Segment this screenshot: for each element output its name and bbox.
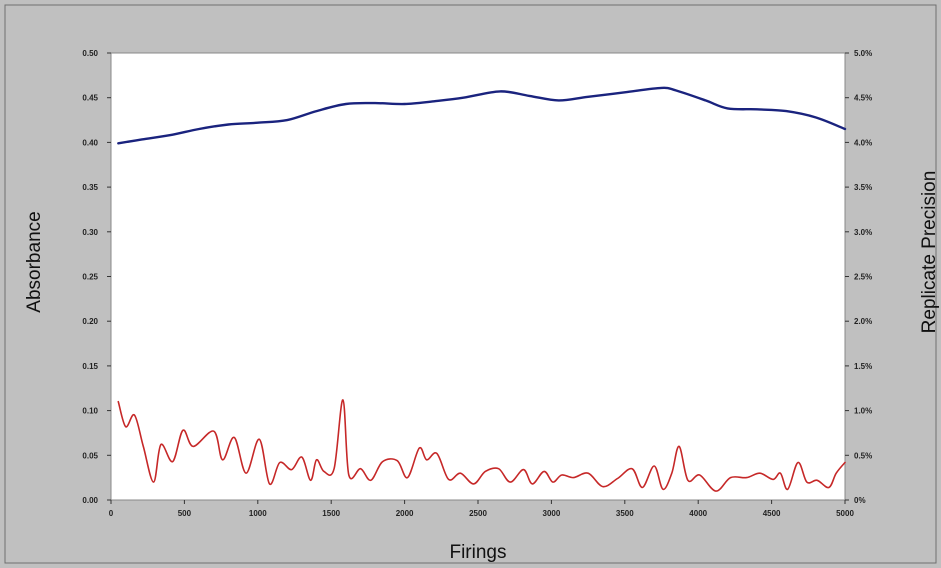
y-tick-label: 0.45 (82, 94, 98, 103)
plot-area (110, 52, 846, 501)
x-tick-label: 5000 (836, 509, 854, 518)
y-tick-label: 0.25 (82, 273, 98, 282)
y-tick-label: 0.35 (82, 183, 98, 192)
x-tick-label: 1500 (322, 509, 340, 518)
x-tick-label: 4500 (763, 509, 781, 518)
y2-tick-label: 0.5% (854, 451, 872, 460)
precision-series-line (117, 399, 846, 492)
y2-tick-label: 2.5% (854, 273, 872, 282)
y-tick-label: 0.40 (82, 138, 98, 147)
y2-tick-label: 1.0% (854, 407, 872, 416)
x-tick-label: 1000 (249, 509, 267, 518)
y-tick-label: 0.50 (82, 49, 98, 58)
y2-tick-label: 2.0% (854, 317, 872, 326)
y2-tick-label: 3.5% (854, 183, 872, 192)
y-axis-title: Absorbance (24, 211, 45, 312)
y-tick-label: 0.15 (82, 362, 98, 371)
x-tick-label: 3500 (616, 509, 634, 518)
ticks-layer: 0 500 1000 1500 2000 2500 3000 3500 4000 4500 5000… (82, 49, 872, 518)
x-tick-label: 2000 (396, 509, 414, 518)
y-tick-label: 0.30 (82, 228, 98, 237)
y-tick-label: 0.20 (82, 317, 98, 326)
x-axis-title: Firings (449, 542, 506, 563)
y2-tick-label: 5.0% (854, 49, 872, 58)
series-layer (117, 86, 847, 492)
y2-axis-title: Replicate Precision (919, 171, 940, 334)
y-tick-label: 0.00 (82, 496, 98, 505)
y-tick-label: 0.05 (82, 451, 98, 460)
x-tick-label: 4000 (689, 509, 707, 518)
x-tick-label: 0 (109, 509, 114, 518)
x-tick-label: 2500 (469, 509, 487, 518)
absorbance-series-line (117, 86, 847, 145)
x-tick-label: 3000 (543, 509, 561, 518)
y2-tick-label: 4.5% (854, 94, 872, 103)
y2-tick-label: 4.0% (854, 138, 872, 147)
y2-tick-label: 1.5% (854, 362, 872, 371)
x-tick-label: 500 (178, 509, 192, 518)
y2-tick-label: 3.0% (854, 228, 872, 237)
y-tick-label: 0.10 (82, 407, 98, 416)
y2-tick-label: 0% (854, 496, 866, 505)
